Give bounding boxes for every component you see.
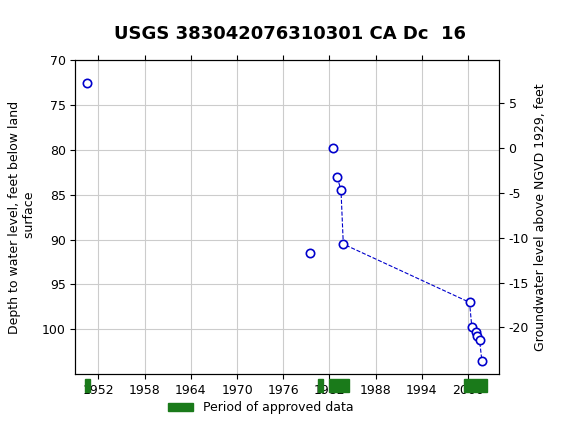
Legend: Period of approved data: Period of approved data: [163, 396, 359, 419]
Y-axis label: Depth to water level, feet below land
 surface: Depth to water level, feet below land su…: [8, 101, 36, 334]
Bar: [464, 378, 487, 392]
Bar: [85, 378, 90, 392]
Text: USGS 383042076310301 CA Dc  16: USGS 383042076310301 CA Dc 16: [114, 25, 466, 43]
Text: ≡USGS: ≡USGS: [12, 9, 88, 28]
Bar: [329, 378, 349, 392]
Bar: [318, 378, 323, 392]
Y-axis label: Groundwater level above NGVD 1929, feet: Groundwater level above NGVD 1929, feet: [534, 83, 548, 351]
